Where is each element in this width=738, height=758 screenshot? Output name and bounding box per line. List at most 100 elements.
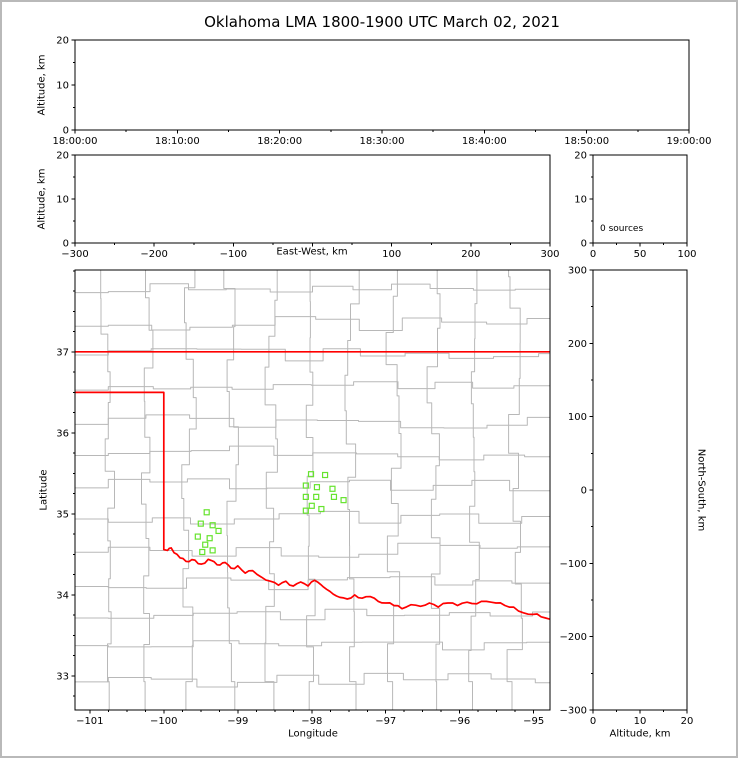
x-tick-label: 18:00:00 (53, 136, 98, 147)
x-tick-label: −95 (523, 716, 544, 727)
y-tick-label: 0 (63, 239, 69, 250)
y-tick-label: 300 (568, 266, 587, 277)
x-tick-label: 0 (590, 716, 596, 727)
map-content (75, 270, 550, 710)
county-line (223, 270, 239, 710)
chart-title: Oklahoma LMA 1800-1900 UTC March 02, 202… (204, 13, 560, 31)
y-tick-label: 35 (56, 509, 69, 520)
x-tick-label: −99 (227, 716, 248, 727)
source-marker (329, 485, 336, 492)
y-tick-label: 20 (574, 151, 587, 162)
state-border-west-and-river (75, 391, 550, 621)
x-tick-label: 19:00:00 (667, 136, 712, 147)
y-tick-label: 36 (56, 428, 69, 439)
x-tick-label: −100 (150, 716, 177, 727)
ns-panel-frame (592, 269, 688, 711)
x-tick-label: 18:10:00 (155, 136, 200, 147)
time-panel-ylabel: Altitude, km (36, 54, 48, 116)
x-tick-label: 18:20:00 (257, 136, 302, 147)
y-tick-label: 0 (581, 486, 587, 497)
source-marker (197, 520, 204, 527)
y-tick-label: 0 (63, 126, 69, 137)
source-marker (321, 471, 329, 479)
source-marker (330, 493, 338, 500)
x-tick-label: 100 (677, 249, 696, 260)
source-marker (302, 493, 309, 500)
x-tick-label: 100 (382, 249, 401, 260)
y-tick-label: −100 (560, 559, 587, 570)
source-marker (318, 505, 325, 513)
county-line (75, 316, 550, 331)
county-line (181, 270, 197, 710)
county-line (75, 672, 550, 688)
source-marker (302, 482, 309, 489)
x-tick-label: 18:40:00 (462, 136, 507, 147)
county-line (75, 381, 550, 391)
source-marker (199, 548, 206, 556)
y-tick-label: −300 (560, 706, 587, 717)
map-panel-xlabel: Longitude (288, 728, 338, 740)
x-tick-label: 200 (461, 249, 480, 260)
county-line (426, 270, 441, 710)
county-line (506, 270, 523, 710)
x-tick-label: 10 (634, 716, 647, 727)
county-line (75, 283, 550, 294)
source-marker (194, 533, 201, 540)
ns-panel-ylabel: North-South, km (695, 448, 707, 532)
x-tick-label: 18:30:00 (360, 136, 405, 147)
county-line (75, 542, 550, 558)
y-tick-label: 20 (56, 151, 69, 162)
county-line (75, 640, 550, 651)
x-tick-label: −101 (76, 716, 103, 727)
x-tick-label: −96 (449, 716, 470, 727)
time-panel-frame (74, 39, 690, 131)
y-tick-label: −200 (560, 632, 587, 643)
county-line (385, 270, 402, 710)
x-tick-label: 18:50:00 (564, 136, 609, 147)
y-tick-label: 20 (56, 36, 69, 47)
y-tick-label: 10 (56, 195, 69, 206)
source-marker (209, 522, 216, 529)
x-tick-label: 0 (590, 249, 596, 260)
ns-panel-xlabel: Altitude, km (609, 728, 671, 740)
source-marker (215, 527, 222, 535)
county-line (305, 270, 316, 710)
source-marker (209, 547, 216, 554)
x-tick-label: 50 (634, 249, 647, 260)
y-tick-label: 200 (568, 339, 587, 350)
county-line (75, 348, 550, 362)
county-line (75, 608, 550, 621)
y-tick-label: 34 (56, 590, 69, 601)
county-line (344, 270, 360, 710)
x-tick-label: 20 (681, 716, 694, 727)
y-tick-label: 100 (568, 412, 587, 423)
y-tick-label: 0 (581, 239, 587, 250)
county-line (141, 270, 154, 710)
source-marker (308, 502, 315, 509)
ew-panel-xlabel: East-West, km (276, 246, 348, 258)
x-tick-label: −98 (301, 716, 322, 727)
map-panel-ylabel: Latitude (38, 469, 50, 511)
y-tick-label: 10 (56, 81, 69, 92)
source-marker (202, 541, 209, 548)
source-marker (203, 509, 210, 516)
x-tick-label: 300 (540, 249, 559, 260)
map-panel-frame (74, 269, 551, 711)
y-tick-label: 10 (574, 195, 587, 206)
source-marker (313, 493, 320, 500)
histogram-sources-annotation: 0 sources (600, 224, 644, 234)
x-tick-label: −97 (375, 716, 396, 727)
county-line (75, 510, 550, 525)
county-line (75, 414, 550, 429)
x-tick-label: −100 (220, 249, 247, 260)
source-marker (340, 497, 347, 504)
county-line (75, 445, 550, 461)
y-tick-label: 37 (56, 347, 69, 358)
county-line (100, 270, 115, 710)
source-marker (307, 471, 315, 478)
ew-panel-frame (74, 154, 551, 244)
x-tick-label: −200 (140, 249, 167, 260)
source-marker (313, 484, 321, 491)
